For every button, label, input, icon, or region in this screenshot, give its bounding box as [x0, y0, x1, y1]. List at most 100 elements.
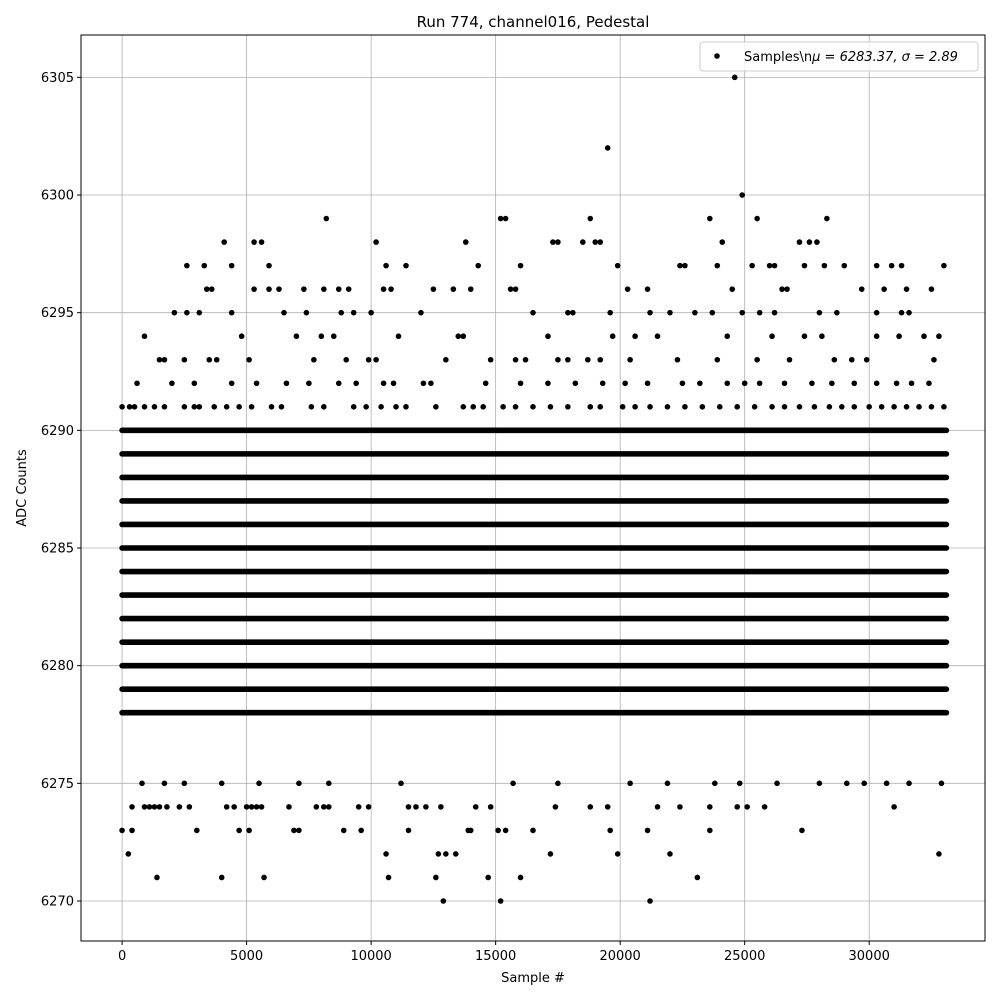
- data-point: [881, 286, 887, 292]
- data-point: [604, 804, 611, 810]
- data-point: [921, 333, 927, 340]
- data-point: [151, 404, 158, 410]
- data-point: [502, 215, 509, 222]
- data-point: [218, 874, 225, 881]
- data-point: [941, 262, 947, 269]
- data-point: [403, 262, 409, 269]
- data-point: [286, 804, 292, 810]
- data-point: [888, 262, 895, 269]
- data-point: [418, 309, 424, 316]
- legend-label-prefix: Samples\n: [744, 50, 812, 65]
- data-point: [614, 851, 621, 857]
- data-point: [450, 286, 457, 292]
- data-point: [592, 239, 599, 245]
- data-point: [261, 874, 267, 881]
- data-point: [318, 333, 325, 340]
- data-point: [181, 356, 188, 363]
- data-point: [622, 380, 628, 387]
- data-point: [632, 333, 638, 340]
- data-point: [482, 380, 489, 387]
- data-point: [472, 804, 479, 810]
- data-point: [161, 404, 168, 410]
- data-point: [433, 404, 439, 410]
- data-point: [936, 333, 942, 340]
- data-point: [176, 804, 183, 810]
- data-point: [251, 239, 257, 245]
- data-point: [801, 262, 808, 269]
- data-point: [584, 356, 591, 363]
- data-point: [647, 898, 653, 904]
- data-point: [405, 804, 412, 810]
- data-point: [467, 286, 474, 292]
- data-point: [161, 780, 168, 787]
- y-axis-label: ADC Counts: [15, 449, 30, 527]
- data-point: [196, 309, 203, 316]
- data-point: [739, 192, 745, 198]
- data-point: [816, 780, 823, 787]
- data-point: [627, 780, 633, 787]
- data-point: [500, 404, 506, 410]
- data-point: [761, 804, 768, 810]
- data-point: [221, 239, 227, 245]
- data-point: [423, 804, 429, 810]
- data-point: [323, 215, 330, 222]
- data-point: [734, 404, 741, 410]
- data-point: [169, 380, 175, 387]
- legend-label-math: μ = 6283.37, σ = 2.89: [811, 50, 958, 65]
- data-point: [654, 333, 661, 340]
- data-point: [291, 827, 297, 834]
- data-point: [819, 333, 825, 340]
- data-point: [736, 780, 743, 787]
- data-point: [420, 380, 427, 387]
- data-point: [801, 333, 808, 340]
- data-point: [246, 356, 252, 363]
- data-point: [707, 827, 713, 834]
- data-point: [893, 380, 900, 387]
- data-point: [517, 262, 524, 269]
- x-tick-label: 20000: [599, 949, 640, 964]
- data-point: [325, 804, 332, 810]
- data-point: [141, 804, 148, 810]
- data-point: [766, 262, 773, 269]
- data-point: [236, 404, 242, 410]
- data-point: [161, 356, 168, 363]
- data-point: [223, 804, 230, 810]
- data-point: [756, 309, 763, 316]
- data-point: [851, 404, 858, 410]
- data-point: [898, 309, 905, 316]
- data-point: [393, 404, 399, 410]
- data-point: [380, 380, 387, 387]
- data-point: [627, 356, 633, 363]
- data-point: [512, 286, 519, 292]
- data-point: [550, 239, 556, 245]
- data-point: [276, 286, 282, 292]
- data-point: [311, 356, 317, 363]
- data-point: [545, 380, 551, 387]
- data-point: [340, 827, 347, 834]
- data-point: [181, 404, 188, 410]
- data-point: [607, 309, 614, 316]
- data-point: [131, 404, 138, 410]
- data-point: [296, 780, 302, 787]
- data-point: [771, 262, 778, 269]
- data-point: [829, 380, 835, 387]
- data-point: [906, 780, 912, 787]
- data-point: [597, 404, 604, 410]
- plot-frame: [80, 34, 986, 942]
- data-point: [607, 827, 614, 834]
- data-point: [664, 404, 671, 410]
- data-point: [851, 380, 858, 387]
- data-point: [547, 404, 554, 410]
- data-point: [243, 804, 250, 810]
- data-point: [555, 780, 561, 787]
- data-point: [218, 780, 225, 787]
- data-point: [512, 356, 519, 363]
- data-point: [403, 404, 409, 410]
- data-point: [679, 380, 686, 387]
- data-point: [435, 851, 442, 857]
- data-point: [487, 356, 494, 363]
- data-point: [714, 356, 721, 363]
- data-point: [811, 404, 818, 410]
- data-point: [644, 827, 651, 834]
- data-point: [565, 309, 571, 316]
